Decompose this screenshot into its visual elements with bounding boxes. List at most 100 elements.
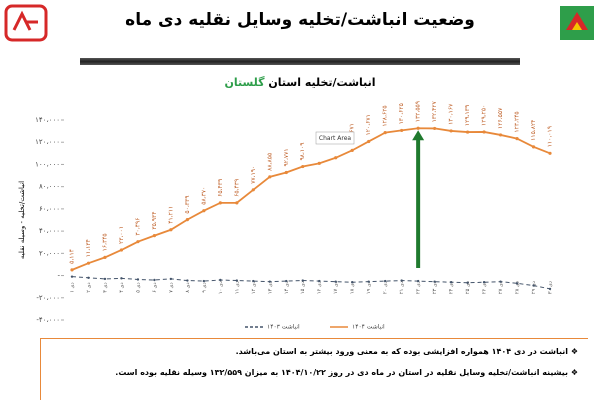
series-line xyxy=(71,127,551,271)
point xyxy=(515,282,519,285)
note-text: انباشت در دی ۱۴۰۴ همواره افزایشی بوده که… xyxy=(235,347,569,356)
y-tick-label: ۴۰،۰۰۰ xyxy=(39,227,60,235)
point xyxy=(284,170,288,175)
data-label: ۳۵،۹۳۴ xyxy=(151,212,158,230)
point xyxy=(367,139,371,144)
data-label: ۴۱،۲۱۱ xyxy=(167,206,174,224)
point xyxy=(301,279,304,282)
x-tick-label: ۱ دی xyxy=(70,282,76,292)
title-bar xyxy=(80,58,520,65)
point xyxy=(202,209,206,213)
point xyxy=(301,164,305,169)
point xyxy=(532,284,535,287)
data-label: ۳۰،۴۹۶ xyxy=(134,218,141,236)
x-tick-label: ۲۲ دی xyxy=(416,281,422,294)
point xyxy=(70,275,74,278)
point xyxy=(219,278,222,282)
point xyxy=(548,151,552,155)
data-label: ۱۲۳،۲۴۵ xyxy=(514,111,521,132)
point xyxy=(136,240,140,244)
data-label: ۱۲۶،۵۵۷ xyxy=(497,107,504,129)
point xyxy=(531,145,536,149)
page-title: وضعیت انباشت/تخلیه وسایل نقلیه دی ماه xyxy=(125,10,475,30)
point xyxy=(334,156,338,160)
legend-label: انباشت ۱۴۰۳ xyxy=(267,324,300,331)
point xyxy=(433,280,436,283)
x-tick-label: ۱۱ دی xyxy=(234,281,240,294)
data-label: ۱۳۲،۵۵۹ xyxy=(415,101,422,122)
data-label: ۱۳۲،۴۲۷ xyxy=(431,100,438,122)
data-label: ۱۲۹،۲۵۰ xyxy=(481,105,488,126)
data-label: ۵۸،۳۷۰ xyxy=(200,187,207,205)
x-tick-label: ۲ دی xyxy=(86,282,92,292)
point xyxy=(70,268,74,272)
point xyxy=(268,280,271,283)
point xyxy=(119,248,124,252)
point xyxy=(103,277,107,281)
x-tick-label: ۵ دی xyxy=(135,282,141,292)
point xyxy=(449,129,453,133)
tooltip: Chart Area xyxy=(319,135,352,142)
x-tick-label: ۹ دی xyxy=(201,282,207,292)
point xyxy=(87,276,90,279)
point xyxy=(251,188,255,192)
annotation-arrow xyxy=(416,138,421,268)
point xyxy=(153,278,156,282)
y-axis-label: انباشت/تخلیه - وسیله نقلیه xyxy=(18,181,26,259)
data-label: ۱۱۵،۸۲۴ xyxy=(530,120,537,141)
x-tick-label: ۲۰ دی xyxy=(383,281,389,294)
x-tick-label: ۴ دی xyxy=(119,282,125,292)
data-label: ۷۷،۱۹۰ xyxy=(250,166,257,184)
chart-title-highlight: گلستان xyxy=(224,76,265,89)
logo-right xyxy=(560,6,594,40)
y-tick-label: -۴۰،۰۰۰ xyxy=(36,316,60,324)
point xyxy=(433,126,437,131)
x-tick-label: ۱۸ دی xyxy=(350,281,356,294)
point xyxy=(169,277,173,281)
point xyxy=(400,128,404,133)
point xyxy=(86,261,91,265)
point xyxy=(268,175,272,179)
notes: ❖ انباشت در دی ۱۴۰۴ همواره افزایشی بوده … xyxy=(40,338,588,400)
point xyxy=(416,126,420,130)
data-label: ۱۱،۱۳۴ xyxy=(85,239,92,257)
x-tick-label: ۳ دی xyxy=(102,282,108,292)
y-tick-label: ۸۰،۰۰۰ xyxy=(39,183,60,191)
series-line xyxy=(71,276,551,290)
data-label: ۲۳،۰۰۱ xyxy=(118,226,125,244)
point xyxy=(285,279,288,283)
y-tick-label: ۱۲۰،۰۰۰ xyxy=(35,138,60,146)
x-tick-label: ۲۱ دی xyxy=(399,281,405,294)
point xyxy=(218,201,222,205)
point xyxy=(317,161,321,165)
x-tick-label: ۲۶ دی xyxy=(482,281,488,294)
point xyxy=(416,279,420,283)
x-tick-label: ۱۶ دی xyxy=(317,281,323,294)
y-tick-label: ۱۴۰،۰۰۰ xyxy=(35,116,60,124)
data-label: ۱۲۹،۱۳۹ xyxy=(464,105,471,126)
tooltip-box xyxy=(315,131,355,145)
point xyxy=(186,279,189,282)
note: ❖ بیشینه انباشت/تخلیه وسایل نقلیه در است… xyxy=(115,368,578,377)
x-tick-label: ۱۰ دی xyxy=(218,281,224,294)
point xyxy=(351,281,354,284)
y-tick-label: ۲۰،۰۰۰ xyxy=(39,249,60,257)
point xyxy=(383,279,387,283)
point xyxy=(465,130,470,134)
x-tick-label: ۲۳ دی xyxy=(432,281,438,294)
data-label: ۸۸،۸۵۵ xyxy=(266,153,273,171)
y-tick-label: ۱۰۰،۰۰۰ xyxy=(35,160,60,168)
point xyxy=(515,137,519,141)
note: ❖ انباشت در دی ۱۴۰۴ همواره افزایشی بوده … xyxy=(235,347,578,356)
x-tick-label: ۶ دی xyxy=(152,282,158,292)
x-tick-label: ۱۳ دی xyxy=(267,281,273,294)
x-tick-label: ۱۲ دی xyxy=(251,281,257,294)
point xyxy=(350,148,354,152)
point xyxy=(482,281,486,284)
x-tick-label: ۲۹ دی xyxy=(531,281,537,294)
data-label: ۱۳۰،۶۲۵ xyxy=(398,103,405,124)
data-label: ۱۶،۳۴۵ xyxy=(101,233,108,251)
data-label: ۱۱۰،۰۱۹ xyxy=(547,126,554,147)
